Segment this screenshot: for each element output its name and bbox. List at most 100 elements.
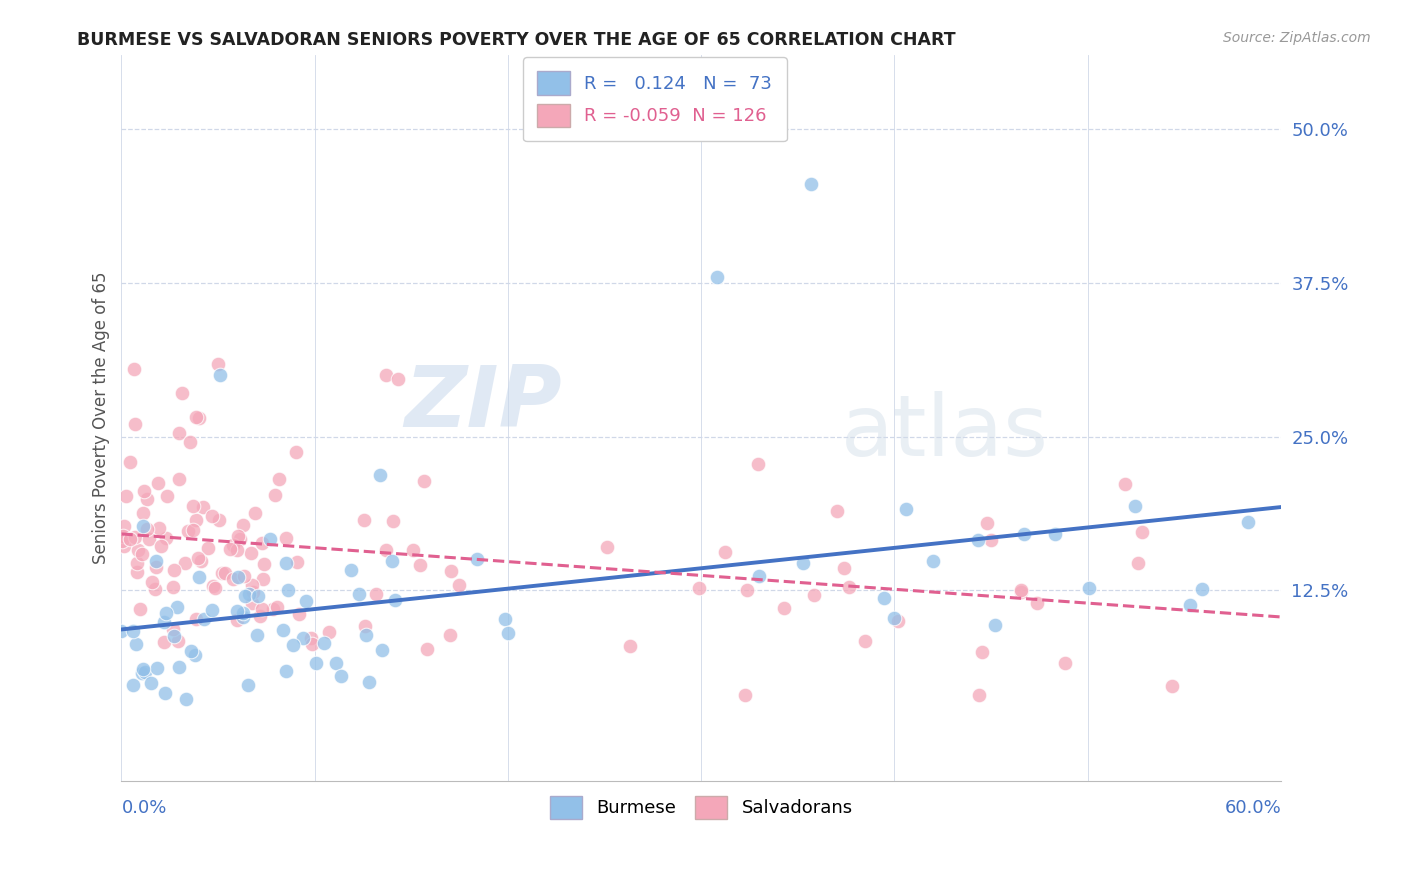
Point xyxy=(249,609,271,624)
Point xyxy=(1054,656,1077,670)
Point xyxy=(382,514,405,528)
Point xyxy=(883,611,905,625)
Point xyxy=(145,554,167,568)
Text: 60.0%: 60.0% xyxy=(1225,799,1281,817)
Point xyxy=(219,542,242,557)
Point xyxy=(595,540,617,554)
Point xyxy=(111,534,134,549)
Point xyxy=(167,472,190,486)
Point xyxy=(266,600,288,615)
Point xyxy=(132,484,155,499)
Point xyxy=(381,554,404,568)
Point xyxy=(136,491,159,506)
Point xyxy=(152,615,174,629)
Point xyxy=(222,538,245,552)
Point xyxy=(772,601,794,615)
Point xyxy=(238,587,260,601)
Point xyxy=(197,541,219,556)
Point xyxy=(204,581,226,595)
Point xyxy=(121,678,143,692)
Point xyxy=(115,489,138,503)
Point xyxy=(174,692,197,706)
Point xyxy=(970,645,993,659)
Point xyxy=(233,589,256,603)
Point xyxy=(121,624,143,639)
Point xyxy=(132,518,155,533)
Point xyxy=(145,559,167,574)
Point xyxy=(124,530,146,544)
Point xyxy=(174,556,197,570)
Point xyxy=(825,504,848,518)
Point xyxy=(166,599,188,614)
Point xyxy=(922,554,945,568)
Point xyxy=(250,536,273,550)
Point xyxy=(110,624,132,639)
Point xyxy=(246,589,269,603)
Point xyxy=(177,524,200,538)
Point xyxy=(619,639,641,653)
Text: 0.0%: 0.0% xyxy=(121,799,167,817)
Point xyxy=(222,572,245,586)
Point xyxy=(225,604,247,618)
Point xyxy=(496,625,519,640)
Point xyxy=(263,487,285,501)
Point xyxy=(148,521,170,535)
Point xyxy=(132,506,155,520)
Point xyxy=(1078,581,1101,595)
Point xyxy=(281,638,304,652)
Point xyxy=(408,558,430,573)
Point xyxy=(366,587,388,601)
Point xyxy=(112,539,135,553)
Point xyxy=(1132,524,1154,539)
Point xyxy=(354,619,377,633)
Point xyxy=(162,580,184,594)
Point xyxy=(214,566,236,580)
Point xyxy=(187,411,209,425)
Point xyxy=(734,688,756,702)
Point xyxy=(127,543,149,558)
Point xyxy=(186,409,208,424)
Point xyxy=(384,593,406,607)
Point xyxy=(167,425,190,440)
Point xyxy=(156,489,179,503)
Point xyxy=(208,368,231,382)
Point xyxy=(353,513,375,527)
Text: Source: ZipAtlas.com: Source: ZipAtlas.com xyxy=(1223,31,1371,45)
Point xyxy=(368,468,391,483)
Point xyxy=(146,660,169,674)
Point xyxy=(375,543,398,558)
Point xyxy=(494,612,516,626)
Point xyxy=(894,502,917,516)
Point xyxy=(387,372,409,386)
Point xyxy=(1010,582,1032,597)
Point xyxy=(162,622,184,636)
Point xyxy=(155,606,177,620)
Point xyxy=(340,563,363,577)
Point xyxy=(229,532,252,546)
Point xyxy=(440,564,463,578)
Point xyxy=(803,588,825,602)
Point xyxy=(1123,499,1146,513)
Point xyxy=(262,602,284,616)
Point xyxy=(269,472,291,486)
Y-axis label: Seniors Poverty Over the Age of 65: Seniors Poverty Over the Age of 65 xyxy=(93,272,110,565)
Point xyxy=(747,457,769,471)
Point xyxy=(146,475,169,490)
Point xyxy=(1045,526,1067,541)
Point xyxy=(145,582,167,597)
Point xyxy=(402,542,425,557)
Point xyxy=(465,552,488,566)
Point xyxy=(1160,679,1182,693)
Point xyxy=(887,614,910,628)
Point xyxy=(162,563,184,577)
Point xyxy=(125,637,148,651)
Point xyxy=(150,539,173,553)
Point xyxy=(188,570,211,584)
Point xyxy=(132,662,155,676)
Point xyxy=(1114,476,1136,491)
Point xyxy=(416,641,439,656)
Point xyxy=(124,417,146,431)
Point xyxy=(706,269,728,284)
Point xyxy=(748,569,770,583)
Point xyxy=(184,612,207,626)
